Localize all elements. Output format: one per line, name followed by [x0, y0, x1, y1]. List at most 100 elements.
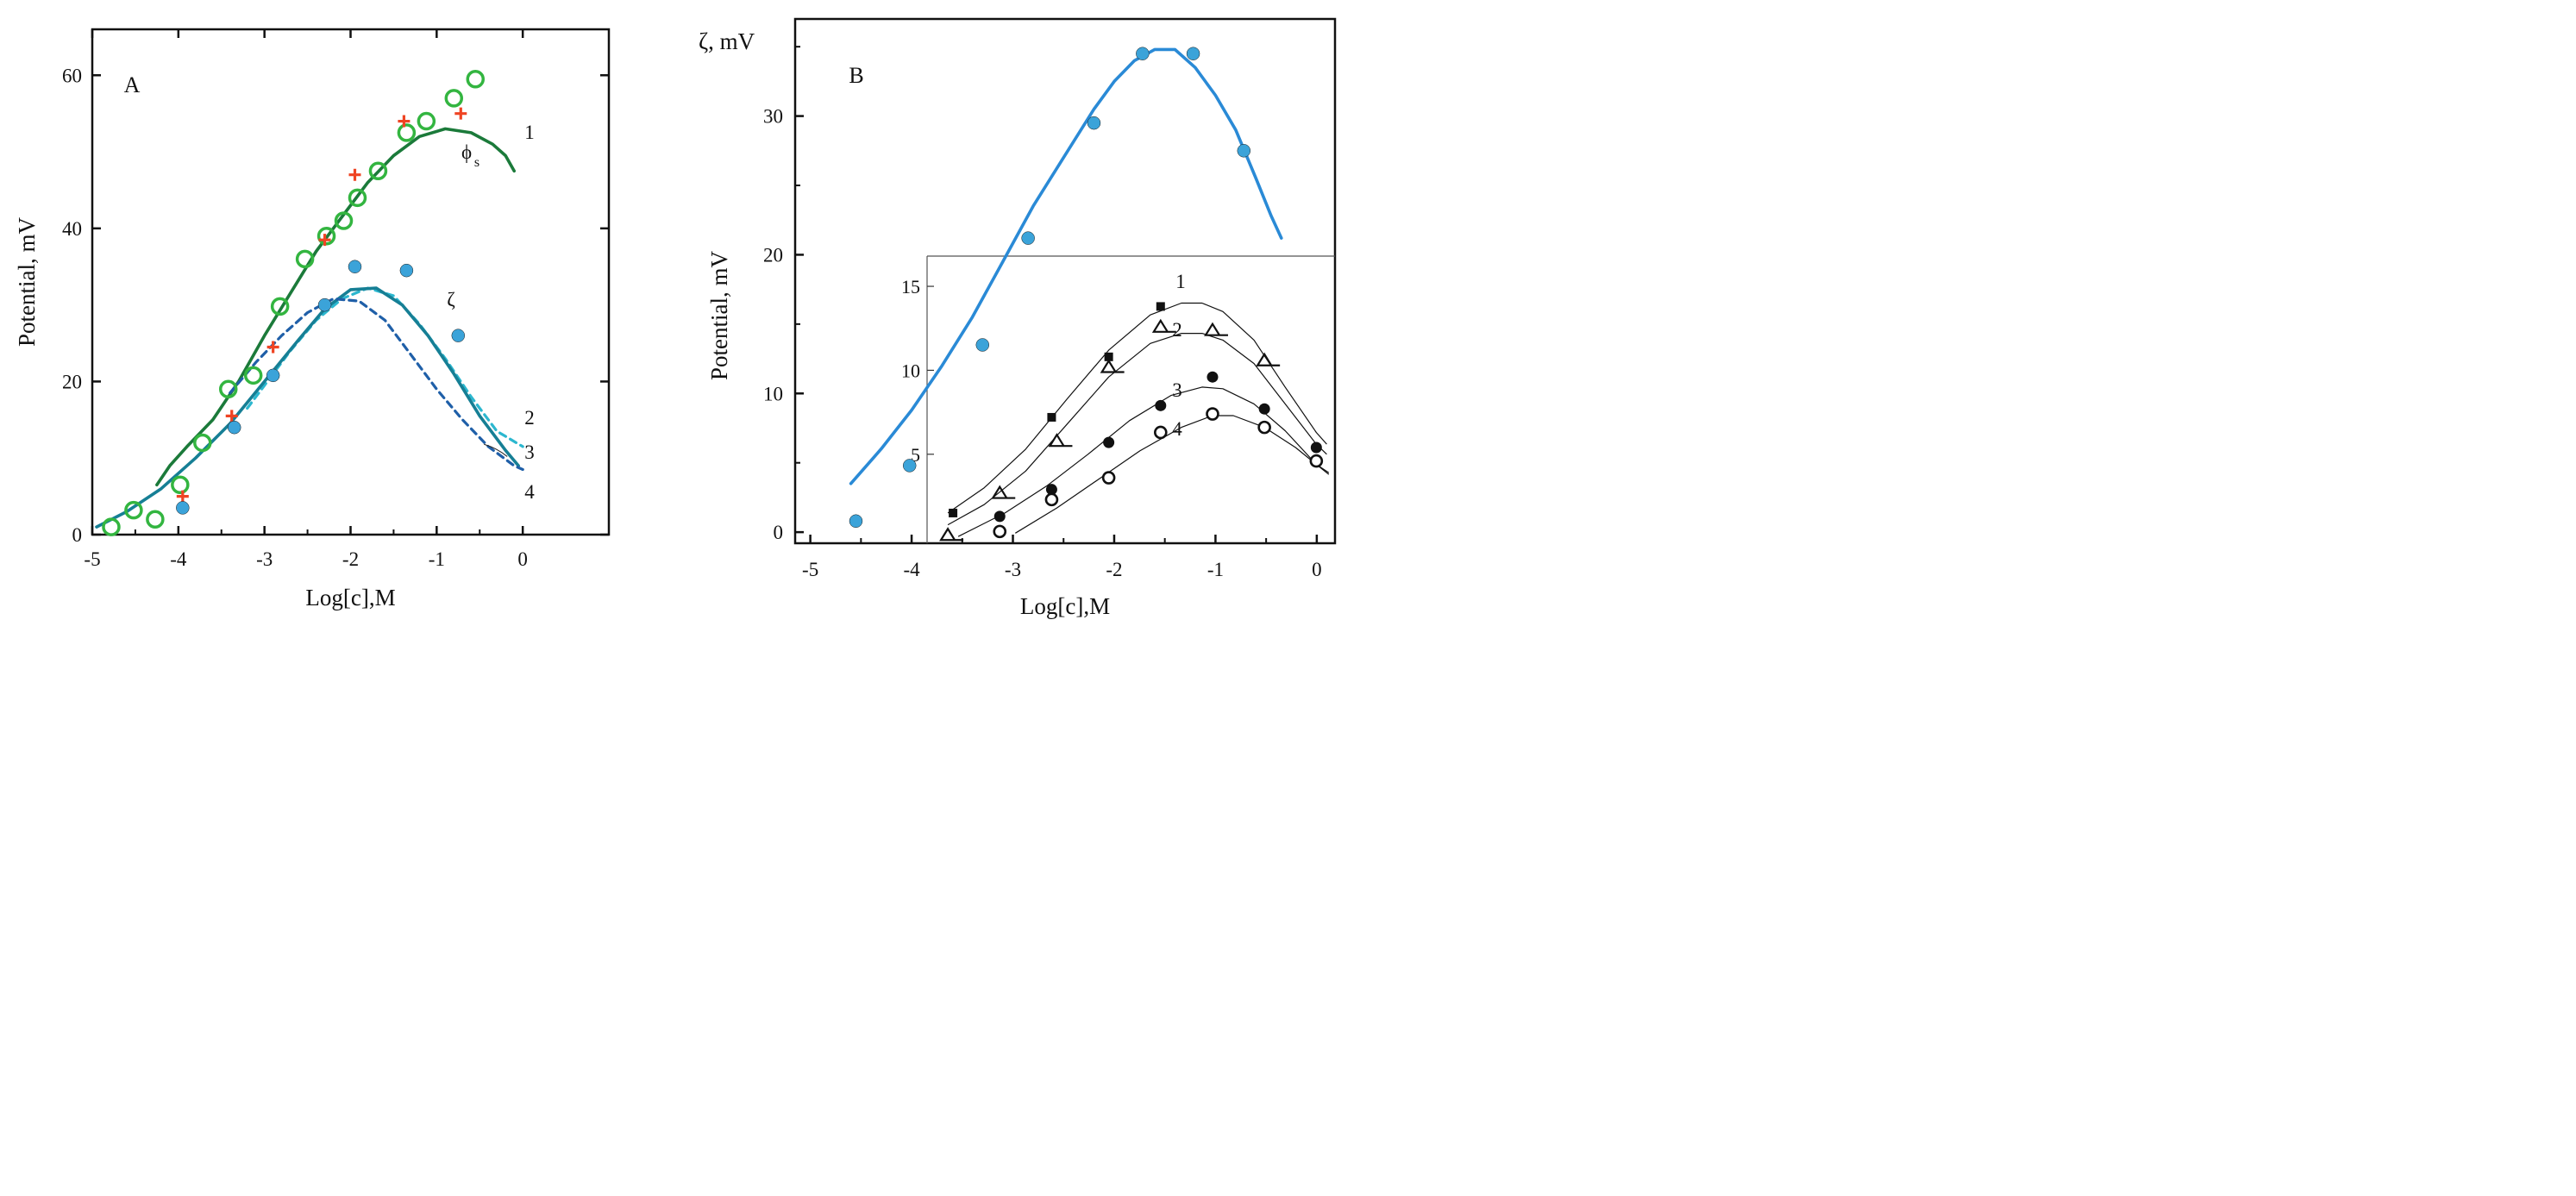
- phi-open-circle-point: [193, 433, 212, 453]
- inset-triangle-point: [1100, 359, 1125, 373]
- phi-open-circle-point: [334, 211, 354, 230]
- inset-filled-circle-point: [1045, 484, 1057, 496]
- inset-triangle-point: [1151, 318, 1176, 333]
- x-tick-label: -2: [342, 548, 359, 570]
- x-axis-label: Log[c],M: [305, 585, 395, 611]
- phi-open-circle-point: [102, 517, 121, 536]
- inset-filled-circle-point: [1207, 371, 1219, 383]
- phi-open-circle-point: [397, 123, 417, 142]
- inset-curve-number-3: 3: [1172, 379, 1182, 401]
- inset-y-tick-label: 15: [901, 276, 920, 297]
- phi-open-circle-point: [218, 379, 238, 399]
- zeta-data-point: [975, 338, 990, 352]
- zeta-dot-point: [176, 501, 190, 515]
- phi-open-circle-point: [466, 69, 486, 89]
- cross-point: [176, 490, 189, 503]
- inset-curve-number-1: 1: [1175, 271, 1186, 292]
- zeta-data-point: [902, 459, 917, 473]
- panel-a: -5 -4 -3 -2 -1 0 0 20 40 60 Log[c],M Potential, mV A…: [14, 28, 611, 611]
- curve-number-1: 1: [524, 122, 535, 143]
- inset-filled-circle-point: [1103, 436, 1115, 448]
- cross-point: [454, 107, 467, 120]
- zeta-data-point: [1021, 231, 1035, 245]
- phi-open-circle-point: [270, 297, 290, 316]
- inset-open-circle-point: [1206, 407, 1219, 421]
- x-tick-label: -2: [1106, 559, 1122, 580]
- zeta-axis-label: ζ, mV: [699, 28, 755, 54]
- phi-open-circle-point: [317, 226, 336, 246]
- zeta-dot-point: [348, 260, 362, 273]
- y-tick-label: 30: [763, 106, 783, 128]
- inset-open-circle-point: [1044, 492, 1059, 507]
- phi-open-circle-point: [124, 500, 143, 520]
- inset-triangle-point: [1256, 352, 1281, 366]
- inset-filled-circle-point: [1258, 403, 1270, 415]
- inset-y-tick-label: 10: [901, 360, 920, 381]
- cross-point: [318, 234, 331, 247]
- x-tick-label: -1: [429, 548, 445, 570]
- zeta-dot-point: [266, 368, 280, 383]
- inset-curve-2: [947, 333, 1327, 526]
- zeta-dot-point: [399, 263, 414, 278]
- cross-point: [398, 115, 411, 128]
- zeta-data-point: [1186, 47, 1200, 60]
- inset-curve-number-2: 2: [1172, 319, 1182, 341]
- x-axis-label: Log[c],M: [1020, 593, 1110, 619]
- inset-curve-1: [947, 302, 1327, 514]
- inset-open-circle-point: [993, 524, 1007, 539]
- inset-open-circle-point: [1309, 454, 1324, 468]
- zeta-fit-curve: [849, 47, 1283, 485]
- phi-label: ϕ: [461, 141, 472, 163]
- series-curve-1: [155, 127, 516, 487]
- phi-open-circle-point: [444, 89, 464, 108]
- inset-square-point: [949, 508, 958, 517]
- inset-triangle-point: [991, 485, 1016, 499]
- phi-open-circle-point: [368, 161, 388, 181]
- y-tick-label: 20: [763, 244, 783, 266]
- cross-point: [266, 341, 279, 354]
- inset-open-circle-point: [1101, 471, 1116, 485]
- plot-frame: [793, 17, 1337, 545]
- inset-square-point: [1047, 412, 1056, 422]
- inset-triangle-point: [1204, 322, 1228, 336]
- inset-triangle-point: [1048, 433, 1073, 448]
- y-tick-label: 20: [62, 371, 82, 392]
- curve-number-2: 2: [524, 407, 535, 429]
- y-tick-label: 60: [62, 65, 82, 86]
- x-tick-label: -5: [84, 548, 100, 570]
- zeta-data-point: [1237, 144, 1251, 158]
- zeta-label: ζ: [447, 289, 455, 310]
- zeta-data-point: [1136, 47, 1150, 60]
- y-axis-label: Potential, mV: [706, 251, 732, 380]
- inset-filled-circle-point: [1310, 441, 1322, 454]
- series-curve-2: [246, 286, 524, 448]
- inset-curve-3: [957, 386, 1330, 537]
- x-tick-label: 0: [1312, 559, 1322, 580]
- inset-curve-number-4: 4: [1172, 418, 1182, 440]
- inset-filled-circle-point: [993, 510, 1006, 523]
- phi-subscript: s: [474, 155, 479, 170]
- curve-3-tail-mark: [484, 443, 508, 457]
- inset-triangle-point: [939, 527, 964, 542]
- y-tick-label: 0: [72, 524, 83, 546]
- curve-number-4: 4: [524, 481, 535, 503]
- phi-open-circle-point: [171, 475, 190, 495]
- x-tick-label: -3: [256, 548, 273, 570]
- y-tick-label: 40: [62, 218, 82, 240]
- y-axis-label: Potential, mV: [14, 217, 40, 347]
- phi-open-circle-point: [146, 510, 165, 529]
- zeta-dot-point: [317, 297, 332, 312]
- inset-filled-circle-point: [1155, 399, 1167, 411]
- y-tick-label: 0: [774, 522, 784, 543]
- zeta-dot-point: [451, 329, 466, 342]
- phi-open-circle-point: [417, 111, 436, 131]
- zeta-dot-point: [227, 420, 241, 435]
- y-tick-label: 10: [763, 383, 783, 404]
- x-tick-label: -3: [1005, 559, 1021, 580]
- panel-label: B: [849, 63, 863, 88]
- zeta-data-point: [1087, 116, 1101, 130]
- inset-square-point: [1104, 352, 1113, 361]
- zeta-data-point: [849, 514, 863, 529]
- x-tick-label: -1: [1207, 559, 1224, 580]
